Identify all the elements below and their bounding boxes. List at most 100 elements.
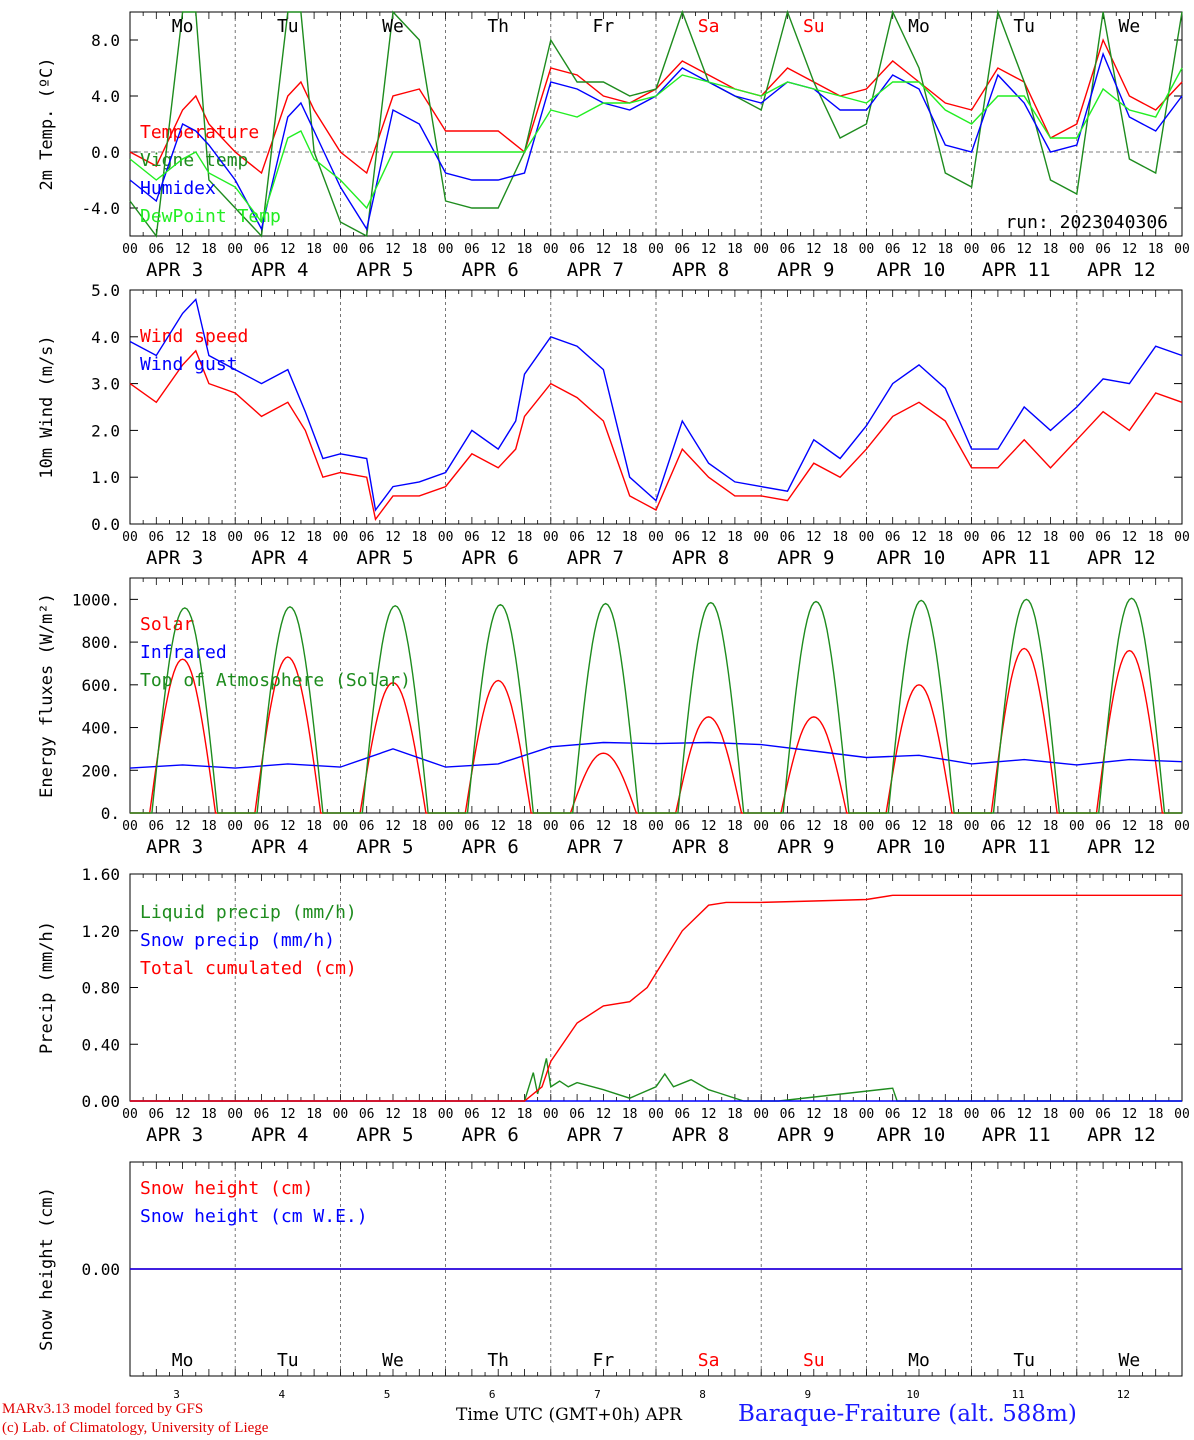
hour-tick-label: 06: [254, 819, 270, 834]
y-axis-label: Snow height (cm): [37, 1187, 57, 1351]
legend-entry: Temperature: [140, 122, 259, 143]
hour-tick-label: 12: [806, 242, 822, 257]
hour-tick-label: 12: [385, 819, 401, 834]
hour-tick-label: 18: [201, 819, 217, 834]
y-tick-label: 1000.: [72, 590, 120, 609]
weekday-label: Su: [803, 16, 825, 37]
hour-tick-label: 12: [701, 530, 717, 545]
y-tick-label: 2.0: [91, 421, 120, 440]
date-label: APR 10: [877, 1124, 946, 1146]
hour-tick-label: 06: [569, 530, 585, 545]
hour-tick-label: 06: [885, 242, 901, 257]
hour-tick-label: 00: [1174, 819, 1190, 834]
hour-tick-label: 00: [964, 530, 980, 545]
hour-tick-label: 12: [701, 819, 717, 834]
y-tick-label: 0.00: [81, 1092, 120, 1111]
date-label: APR 10: [877, 259, 946, 281]
hour-tick-label: 06: [464, 1107, 480, 1122]
hour-tick-label: 00: [438, 242, 454, 257]
hour-tick-label: 06: [1095, 530, 1111, 545]
hour-tick-label: 12: [1016, 819, 1032, 834]
hour-tick-label: 06: [780, 1107, 796, 1122]
hour-tick-label: 18: [832, 530, 848, 545]
hour-tick-label: 12: [806, 530, 822, 545]
legend-entry: Snow height (cm W.E.): [140, 1206, 368, 1227]
hour-tick-label: 06: [990, 530, 1006, 545]
hour-tick-label: 00: [1174, 1107, 1190, 1122]
panel-frame: [129, 11, 1183, 237]
hour-tick-label: 00: [648, 242, 664, 257]
y-tick-label: 0.80: [81, 979, 120, 998]
hour-tick-label: 06: [148, 1107, 164, 1122]
y-axis-label: Precip (mm/h): [37, 921, 57, 1054]
y-tick-label: 0.0: [91, 515, 120, 534]
weekday-label: Su: [803, 1350, 825, 1371]
hour-tick-label: 12: [596, 819, 612, 834]
hour-tick-label: 12: [911, 1107, 927, 1122]
date-label: APR 6: [462, 259, 519, 281]
date-label: APR 6: [462, 836, 519, 858]
y-tick-label: 0.: [101, 804, 120, 823]
hour-tick-label: 06: [885, 530, 901, 545]
weekday-label: Tu: [1013, 16, 1035, 37]
weekday-label: We: [1119, 1350, 1141, 1371]
legend-entry: Wind speed: [140, 326, 248, 347]
date-label: APR 9: [777, 547, 834, 569]
hour-tick-label: 00: [333, 819, 349, 834]
hour-tick-label: 12: [490, 819, 506, 834]
y-tick-label: 400.: [81, 719, 120, 738]
weekday-label: Fr: [593, 1350, 615, 1371]
hour-tick-label: 18: [517, 242, 533, 257]
hour-tick-label: 18: [306, 242, 322, 257]
hour-tick-label: 18: [937, 1107, 953, 1122]
y-tick-label: 0.00: [81, 1260, 120, 1279]
date-label: APR 5: [356, 259, 413, 281]
panel-wind: 0.0 1.0 2.0 3.0 4.0 5.0 10m Wind (m/s) Wind spe…: [37, 281, 1190, 569]
legend-entry: Total cumulated (cm): [140, 958, 357, 979]
hour-tick-label: 12: [1016, 242, 1032, 257]
hour-tick-label: 06: [148, 819, 164, 834]
panel-energy: 0. 200. 400. 600. 800. 1000. Energy fluxes (W/…: [37, 577, 1190, 858]
hour-tick-label: 18: [201, 530, 217, 545]
y-axis-label: Energy fluxes (W/m²): [37, 593, 57, 798]
hour-tick-label: 12: [490, 1107, 506, 1122]
date-label: APR 6: [462, 1124, 519, 1146]
hour-tick-label: 12: [385, 530, 401, 545]
hour-tick-label: 12: [490, 242, 506, 257]
date-label: APR 8: [672, 547, 729, 569]
hour-tick-label: 18: [517, 819, 533, 834]
hour-tick-label: 00: [227, 530, 243, 545]
hour-tick-label: 12: [596, 530, 612, 545]
hour-tick-label: 06: [885, 1107, 901, 1122]
hour-tick-label: 12: [806, 1107, 822, 1122]
date-label: APR 7: [567, 836, 624, 858]
y-tick-label: -4.0: [81, 199, 120, 218]
hour-tick-label: 18: [517, 1107, 533, 1122]
hour-tick-label: 18: [727, 242, 743, 257]
hour-tick-label: 12: [1122, 530, 1138, 545]
series-line-top-of-atmosphere-solar-: [130, 597, 1182, 814]
date-label: APR 8: [672, 1124, 729, 1146]
hour-tick-label: 06: [254, 242, 270, 257]
hour-tick-label: 18: [1043, 1107, 1059, 1122]
hour-tick-label: 18: [201, 242, 217, 257]
hour-tick-label: 06: [780, 242, 796, 257]
hour-tick-label: 00: [1069, 819, 1085, 834]
date-label: APR 4: [251, 836, 308, 858]
hour-tick-label: 12: [175, 242, 191, 257]
hour-tick-label: 12: [280, 819, 296, 834]
series-line-infrared: [129, 741, 1183, 769]
hour-tick-label: 00: [648, 1107, 664, 1122]
day-number-label: 8: [699, 1388, 706, 1401]
y-tick-label: 800.: [81, 633, 120, 652]
hour-tick-label: 18: [832, 242, 848, 257]
hour-tick-label: 00: [753, 1107, 769, 1122]
hour-tick-label: 12: [911, 242, 927, 257]
date-label: APR 7: [567, 1124, 624, 1146]
hour-tick-label: 06: [1095, 1107, 1111, 1122]
y-tick-label: 0.0: [91, 143, 120, 162]
series-line-liquid-precip-mm-h-: [130, 1058, 1182, 1102]
y-tick-label: 200.: [81, 761, 120, 780]
hour-tick-label: 00: [1069, 530, 1085, 545]
hour-tick-label: 18: [832, 1107, 848, 1122]
